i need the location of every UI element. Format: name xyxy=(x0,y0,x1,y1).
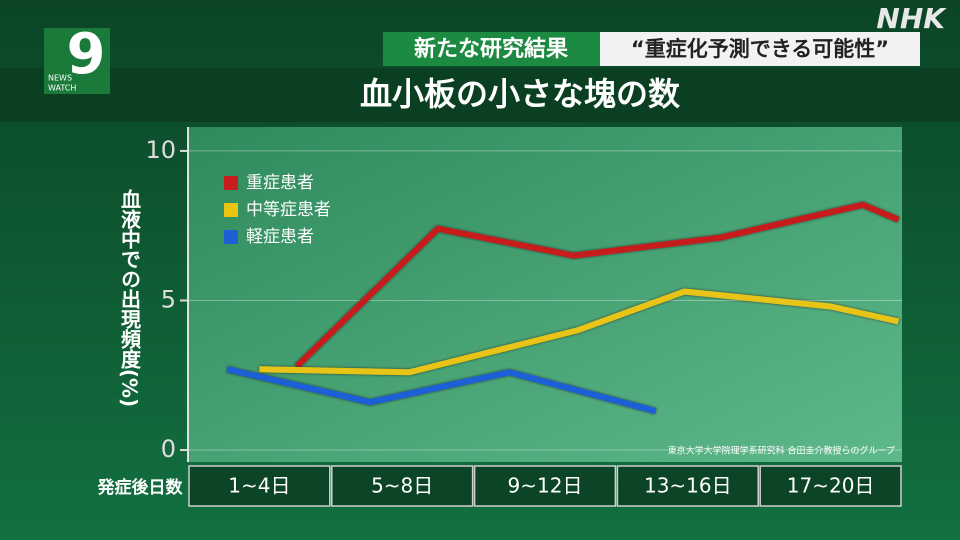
x-tick-label: 1~4日 xyxy=(228,474,290,498)
logo xyxy=(44,28,110,94)
banner-quote-box xyxy=(600,32,920,66)
series-line xyxy=(226,366,657,415)
logo-number: 9 xyxy=(67,22,106,87)
x-tick-label: 9~12日 xyxy=(508,474,583,498)
logo-news: NEWS xyxy=(48,74,72,83)
legend-label: 重症患者 xyxy=(246,173,314,193)
nhk-logo: NHK xyxy=(876,2,947,35)
x-category-box xyxy=(331,465,474,507)
x-category-box xyxy=(616,465,759,507)
x-tick-label: 17~20日 xyxy=(787,474,875,498)
title-strip xyxy=(0,68,960,122)
y-tick-label: 10 xyxy=(145,136,176,164)
legend-swatch xyxy=(224,230,238,244)
banner-tag: 新たな研究結果 xyxy=(414,36,568,62)
y-axis-label: 血液中での出現頻度(%) xyxy=(118,187,142,407)
series-line xyxy=(259,288,900,376)
legend-swatch xyxy=(224,203,238,217)
legend-swatch xyxy=(224,176,238,190)
banner-tag-box xyxy=(383,32,600,66)
legend-label: 中等症患者 xyxy=(246,200,331,220)
chart-title: 血小板の小さな塊の数 xyxy=(360,75,681,113)
x-category-box xyxy=(188,465,331,507)
x-category-box xyxy=(473,465,617,507)
banner-quote: “重症化予測できる可能性” xyxy=(631,37,889,61)
series-line xyxy=(294,201,900,369)
y-tick-label: 0 xyxy=(161,435,176,463)
source-note: 東京大学大学院理学系研究科 合田圭介教授らのグループ xyxy=(668,445,895,457)
plot-area xyxy=(188,127,902,462)
y-tick-label: 5 xyxy=(161,285,176,313)
x-tick-label: 13~16日 xyxy=(644,474,732,498)
x-tick-label: 5~8日 xyxy=(371,474,433,498)
logo-watch: WATCH xyxy=(48,84,76,93)
x-category-box xyxy=(759,465,902,507)
legend-label: 軽症患者 xyxy=(246,227,314,247)
x-axis-label: 発症後日数 xyxy=(97,477,184,498)
